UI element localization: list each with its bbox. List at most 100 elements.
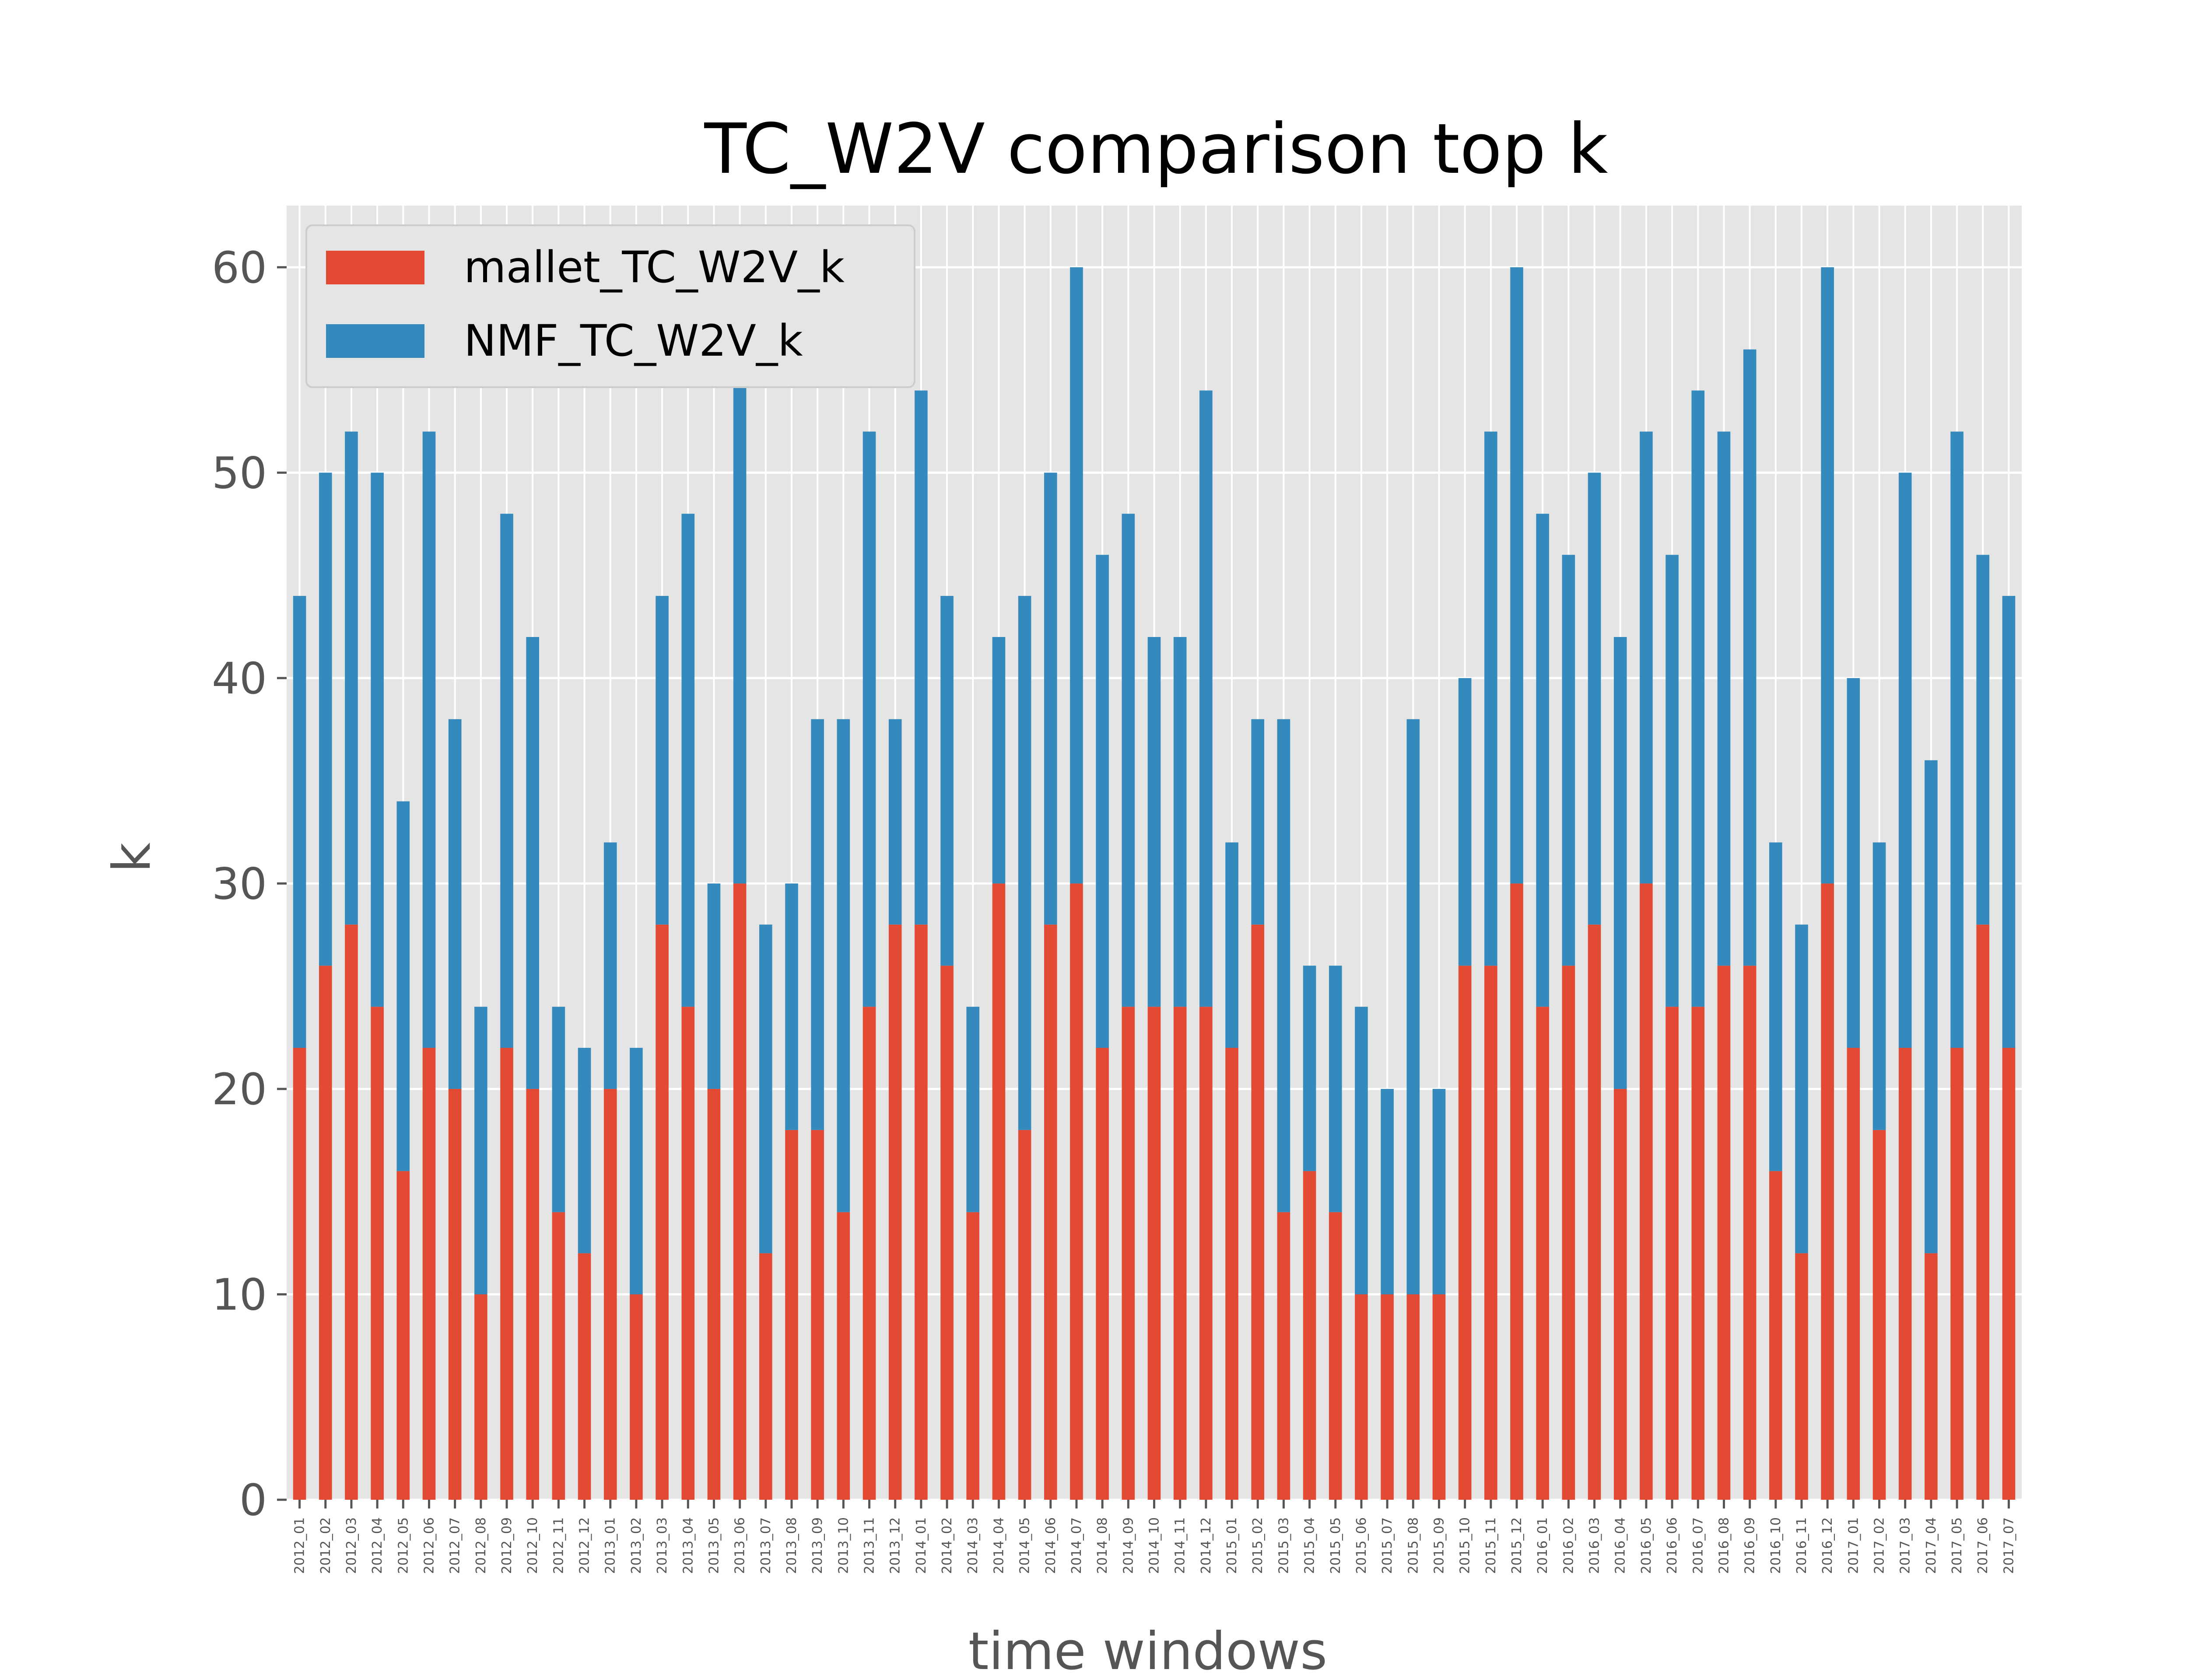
x-tick-label: 2017_03 xyxy=(1898,1517,1913,1574)
bar-mallet xyxy=(1976,924,1990,1500)
bar-nmf xyxy=(759,924,772,1253)
bar-nmf xyxy=(1070,267,1083,884)
bar-mallet xyxy=(371,1007,384,1500)
x-tick-label: 2013_10 xyxy=(836,1517,851,1574)
bar-mallet xyxy=(759,1253,772,1500)
bar-mallet xyxy=(1044,924,1057,1500)
bar-nmf xyxy=(888,719,902,925)
x-tick-label: 2016_07 xyxy=(1690,1517,1706,1574)
bar-mallet xyxy=(448,1088,462,1500)
x-tick-label: 2016_09 xyxy=(1743,1517,1758,1574)
bar-mallet xyxy=(1458,966,1472,1500)
x-tick-label: 2017_04 xyxy=(1924,1517,1939,1574)
legend-box xyxy=(305,224,915,388)
bar-nmf xyxy=(345,431,358,925)
x-tick-label: 2015_12 xyxy=(1509,1517,1525,1574)
x-axis-label: time windows xyxy=(968,1621,1327,1680)
bar-mallet xyxy=(1562,966,1575,1500)
bar-nmf xyxy=(681,514,695,1007)
bar-nmf xyxy=(940,596,954,966)
bar-mallet xyxy=(1613,1088,1627,1500)
bar-mallet xyxy=(915,924,928,1500)
bar-mallet xyxy=(888,924,902,1500)
bar-nmf xyxy=(811,719,824,1130)
y-axis: 0 10 20 30 40 50 60 xyxy=(212,243,287,1526)
bar-mallet xyxy=(1717,966,1731,1500)
bar-nmf xyxy=(1536,514,1549,1007)
bar-mallet xyxy=(1847,1048,1860,1500)
bar-mallet xyxy=(552,1212,565,1500)
legend: mallet_TC_W2V_k NMF_TC_W2V_k xyxy=(305,224,915,388)
bar-mallet xyxy=(707,1088,721,1500)
bar-nmf xyxy=(1847,678,1860,1048)
bar-nmf xyxy=(1458,678,1472,966)
bar-mallet xyxy=(1406,1294,1420,1500)
bar-nmf xyxy=(1432,1088,1446,1295)
bar-nmf xyxy=(1251,719,1265,925)
x-tick-label: 2017_05 xyxy=(1950,1517,1965,1574)
bar-nmf xyxy=(526,637,539,1089)
legend-swatch-nmf xyxy=(326,324,424,358)
x-tick-label: 2015_04 xyxy=(1302,1517,1318,1574)
bar-mallet xyxy=(1303,1171,1316,1500)
bar-mallet xyxy=(578,1253,591,1500)
legend-swatch-mallet xyxy=(326,251,424,284)
x-tick-label: 2012_01 xyxy=(292,1517,308,1574)
x-tick-label: 2016_11 xyxy=(1794,1517,1809,1574)
bar-nmf xyxy=(1484,431,1497,966)
bar-nmf xyxy=(1691,390,1705,1007)
bar-nmf xyxy=(1588,472,1601,925)
x-tick-label: 2012_08 xyxy=(473,1517,489,1574)
bar-nmf xyxy=(992,637,1006,884)
bar-mallet xyxy=(656,924,669,1500)
bar-nmf xyxy=(293,596,306,1048)
bar-mallet xyxy=(1872,1130,1886,1500)
x-tick-label: 2014_10 xyxy=(1147,1517,1162,1574)
x-tick-label: 2013_11 xyxy=(862,1517,877,1574)
bar-nmf xyxy=(552,1007,565,1212)
legend-label-nmf: NMF_TC_W2V_k xyxy=(464,316,803,366)
bar-mallet xyxy=(1199,1007,1213,1500)
bar-nmf xyxy=(656,596,669,925)
bar-nmf xyxy=(1872,842,1886,1130)
x-tick-label: 2014_02 xyxy=(940,1517,955,1574)
bar-mallet xyxy=(1329,1212,1342,1500)
bar-mallet xyxy=(992,883,1006,1500)
bar-nmf xyxy=(474,1007,487,1295)
x-tick-label: 2014_03 xyxy=(965,1517,981,1574)
bar-nmf xyxy=(1018,596,1031,1130)
bar-nmf xyxy=(578,1048,591,1253)
x-tick-label: 2014_08 xyxy=(1095,1517,1110,1574)
bar-mallet xyxy=(811,1130,824,1500)
x-tick-label: 2013_12 xyxy=(888,1517,903,1574)
x-tick-label: 2013_08 xyxy=(784,1517,799,1574)
x-tick-label: 2012_02 xyxy=(318,1517,333,1574)
bar-nmf xyxy=(1122,514,1135,1007)
x-tick-label: 2016_12 xyxy=(1820,1517,1835,1574)
x-tick-label: 2015_05 xyxy=(1328,1517,1343,1574)
x-tick-label: 2015_10 xyxy=(1458,1517,1473,1574)
x-tick-label: 2015_07 xyxy=(1380,1517,1395,1574)
bar-nmf xyxy=(319,472,332,966)
bar-mallet xyxy=(1484,966,1497,1500)
bar-mallet xyxy=(1147,1007,1161,1500)
x-tick-label: 2016_01 xyxy=(1535,1517,1550,1574)
bar-mallet xyxy=(1070,883,1083,1500)
bar-mallet xyxy=(474,1294,487,1500)
bar-nmf xyxy=(1329,966,1342,1212)
bar-mallet xyxy=(526,1088,539,1500)
bar-nmf xyxy=(1717,431,1731,966)
bar-mallet xyxy=(1691,1007,1705,1500)
bar-mallet xyxy=(1096,1048,1109,1500)
x-tick-label: 2017_02 xyxy=(1872,1517,1887,1574)
bar-mallet xyxy=(1381,1294,1394,1500)
x-tick-label: 2015_11 xyxy=(1483,1517,1499,1574)
legend-label-mallet: mallet_TC_W2V_k xyxy=(464,242,845,293)
y-tick-label: 60 xyxy=(212,243,267,293)
bar-mallet xyxy=(1432,1294,1446,1500)
bar-nmf xyxy=(1925,760,1938,1253)
x-tick-label: 2014_06 xyxy=(1043,1517,1059,1574)
bar-mallet xyxy=(863,1007,876,1500)
bar-nmf xyxy=(915,390,928,925)
